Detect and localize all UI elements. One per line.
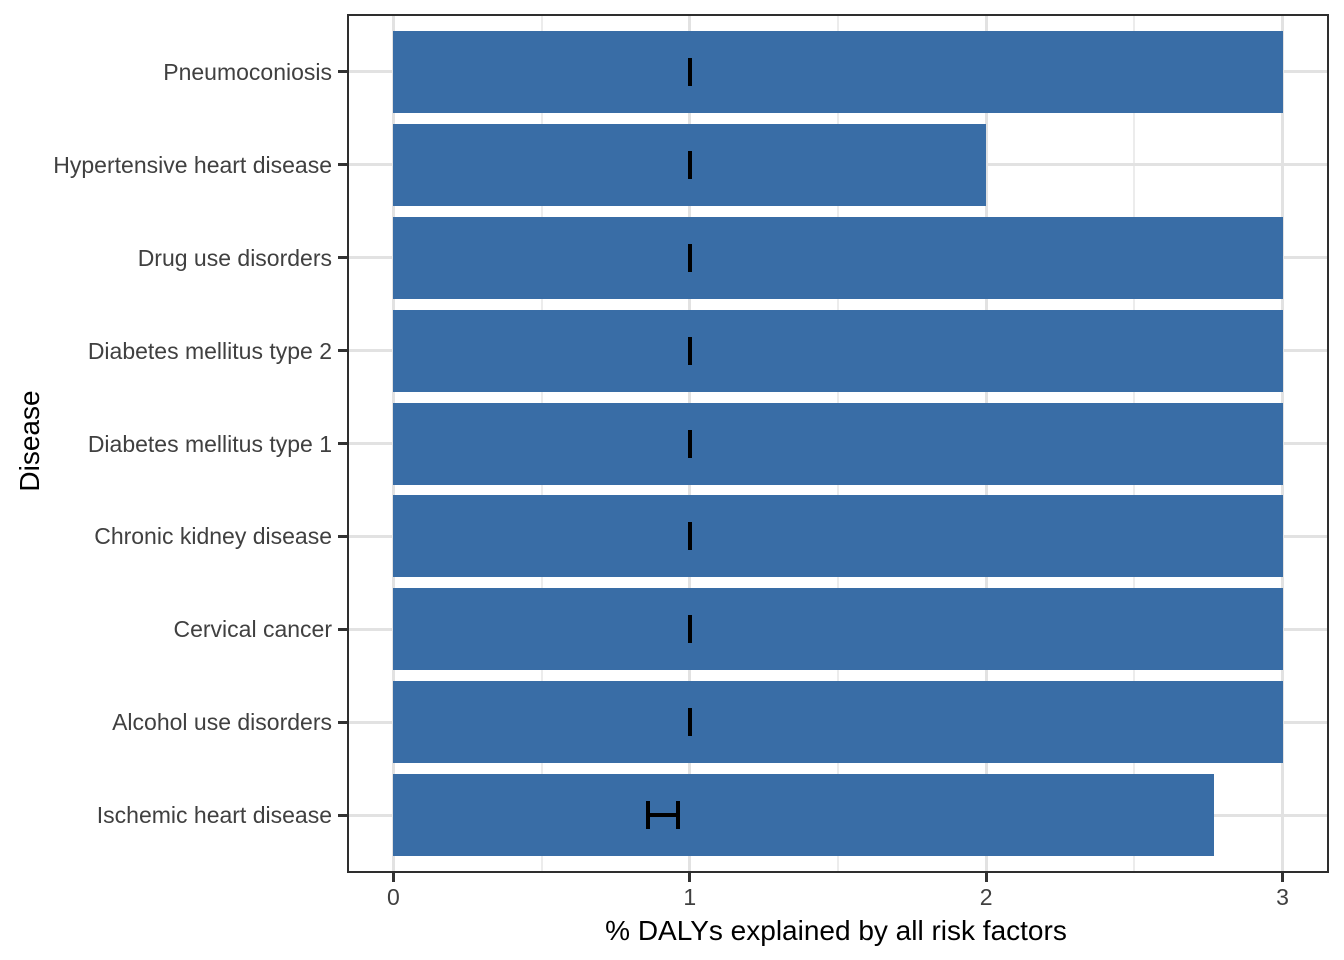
- error-bar-7: [687, 708, 692, 737]
- bar-chronic-kidney-disease: [393, 495, 1283, 578]
- y-tick-label-8: Ischemic heart disease: [96, 802, 332, 829]
- bar-drug-use-disorders: [393, 216, 1283, 299]
- error-bar-2: [687, 243, 692, 272]
- y-tick-mark-6: [338, 627, 347, 631]
- x-tick-label-1: 1: [683, 884, 697, 910]
- bar-pneumoconiosis: [393, 30, 1283, 113]
- error-bar-6: [687, 615, 692, 644]
- error-bar-8-connector: [648, 813, 678, 818]
- y-tick-label-2: Drug use disorders: [137, 244, 332, 271]
- y-tick-mark-0: [338, 70, 347, 74]
- error-bar-4: [687, 429, 692, 458]
- y-tick-mark-5: [338, 534, 347, 538]
- y-tick-mark-7: [338, 720, 347, 724]
- y-tick-mark-1: [338, 163, 347, 167]
- y-tick-label-7: Alcohol use disorders: [112, 709, 332, 736]
- y-tick-mark-3: [338, 349, 347, 353]
- bar-diabetes-mellitus-type-1: [393, 402, 1283, 485]
- bar-alcohol-use-disorders: [393, 681, 1283, 764]
- y-tick-label-4: Diabetes mellitus type 1: [87, 430, 332, 457]
- y-tick-mark-4: [338, 442, 347, 445]
- x-axis-title: % DALYs explained by all risk factors: [605, 915, 1067, 946]
- x-tick-mark-2: [984, 873, 988, 882]
- error-bar-3: [687, 336, 692, 365]
- plot-panel: [347, 14, 1329, 873]
- error-bar-1: [687, 150, 692, 179]
- x-tick-label-3: 3: [1276, 884, 1289, 910]
- y-tick-label-1: Hypertensive heart disease: [53, 151, 332, 178]
- x-tick-mark-0: [391, 873, 395, 882]
- x-tick-label-0: 0: [387, 884, 400, 910]
- error-bar-0: [687, 57, 692, 86]
- y-tick-label-5: Chronic kidney disease: [94, 523, 332, 550]
- y-tick-mark-8: [338, 813, 347, 817]
- error-bar-8-high-cap: [675, 801, 680, 830]
- y-tick-label-6: Cervical cancer: [173, 616, 333, 643]
- y-tick-label-0: Pneumoconiosis: [163, 58, 332, 85]
- y-tick-label-3: Diabetes mellitus type 2: [87, 337, 332, 364]
- x-tick-mark-3: [1281, 873, 1285, 882]
- y-tick-mark-2: [338, 256, 347, 260]
- bar-diabetes-mellitus-type-2: [393, 309, 1283, 392]
- x-tick-label-2: 2: [979, 884, 993, 910]
- bar-ischemic-heart-disease: [393, 774, 1215, 857]
- x-tick-mark-1: [688, 873, 692, 882]
- error-bar-5: [687, 522, 692, 551]
- bar-cervical-cancer: [393, 588, 1283, 671]
